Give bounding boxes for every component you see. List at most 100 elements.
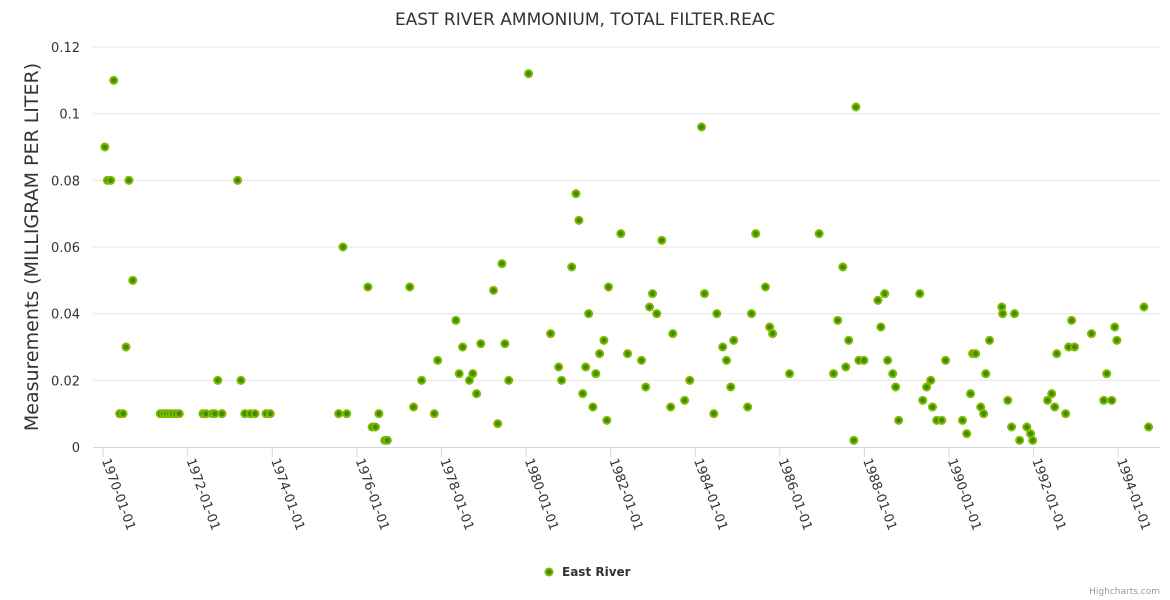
data-point[interactable] xyxy=(1070,342,1080,352)
data-point[interactable] xyxy=(958,415,968,425)
data-point[interactable] xyxy=(472,389,482,399)
data-point[interactable] xyxy=(746,309,756,319)
data-point[interactable] xyxy=(1144,422,1154,432)
data-point[interactable] xyxy=(1047,389,1057,399)
data-point[interactable] xyxy=(599,335,609,345)
data-point[interactable] xyxy=(971,349,981,359)
data-point[interactable] xyxy=(1050,402,1060,412)
data-point[interactable] xyxy=(641,382,651,392)
data-point[interactable] xyxy=(338,242,348,252)
data-point[interactable] xyxy=(1010,309,1020,319)
data-point[interactable] xyxy=(927,402,937,412)
data-point[interactable] xyxy=(128,275,138,285)
data-point[interactable] xyxy=(574,215,584,225)
data-point[interactable] xyxy=(1028,435,1038,445)
data-point[interactable] xyxy=(581,362,591,372)
data-point[interactable] xyxy=(1061,409,1071,419)
data-point[interactable] xyxy=(1107,395,1117,405)
data-point[interactable] xyxy=(500,339,510,349)
data-point[interactable] xyxy=(595,349,605,359)
data-point[interactable] xyxy=(557,375,567,385)
data-point[interactable] xyxy=(712,309,722,319)
data-point[interactable] xyxy=(174,409,184,419)
data-point[interactable] xyxy=(524,69,534,79)
data-point[interactable] xyxy=(382,435,392,445)
data-point[interactable] xyxy=(554,362,564,372)
data-point[interactable] xyxy=(729,335,739,345)
data-point[interactable] xyxy=(451,315,461,325)
data-point[interactable] xyxy=(210,409,220,419)
data-point[interactable] xyxy=(121,342,131,352)
data-point[interactable] xyxy=(849,435,859,445)
data-point[interactable] xyxy=(334,409,344,419)
data-point[interactable] xyxy=(648,289,658,299)
data-point[interactable] xyxy=(109,75,119,85)
data-point[interactable] xyxy=(743,402,753,412)
data-point[interactable] xyxy=(760,282,770,292)
data-point[interactable] xyxy=(588,402,598,412)
data-point[interactable] xyxy=(700,289,710,299)
data-point[interactable] xyxy=(941,355,951,365)
data-point[interactable] xyxy=(374,409,384,419)
data-point[interactable] xyxy=(342,409,352,419)
data-point[interactable] xyxy=(726,382,736,392)
data-point[interactable] xyxy=(433,355,443,365)
data-point[interactable] xyxy=(851,102,861,112)
data-point[interactable] xyxy=(844,335,854,345)
data-point[interactable] xyxy=(265,409,275,419)
data-point[interactable] xyxy=(1007,422,1017,432)
data-point[interactable] xyxy=(1086,329,1096,339)
data-point[interactable] xyxy=(979,409,989,419)
data-point[interactable] xyxy=(668,329,678,339)
data-point[interactable] xyxy=(1015,435,1025,445)
data-point[interactable] xyxy=(1110,322,1120,332)
data-point[interactable] xyxy=(602,415,612,425)
data-point[interactable] xyxy=(1022,422,1032,432)
data-point[interactable] xyxy=(922,382,932,392)
data-point[interactable] xyxy=(962,429,972,439)
data-point[interactable] xyxy=(236,375,246,385)
data-point[interactable] xyxy=(838,262,848,272)
data-point[interactable] xyxy=(405,282,415,292)
data-point[interactable] xyxy=(1102,369,1112,379)
data-point[interactable] xyxy=(883,355,893,365)
data-point[interactable] xyxy=(458,342,468,352)
series-east-river[interactable] xyxy=(100,69,1154,445)
data-point[interactable] xyxy=(429,409,439,419)
data-point[interactable] xyxy=(833,315,843,325)
data-point[interactable] xyxy=(493,419,503,429)
data-point[interactable] xyxy=(623,349,633,359)
data-point[interactable] xyxy=(106,175,116,185)
data-point[interactable] xyxy=(233,175,243,185)
data-point[interactable] xyxy=(1052,349,1062,359)
data-point[interactable] xyxy=(578,389,588,399)
data-point[interactable] xyxy=(371,422,381,432)
legend-item-east-river[interactable]: East River xyxy=(544,565,631,579)
data-point[interactable] xyxy=(859,355,869,365)
data-point[interactable] xyxy=(464,375,474,385)
data-point[interactable] xyxy=(417,375,427,385)
data-point[interactable] xyxy=(697,122,707,132)
data-point[interactable] xyxy=(918,395,928,405)
data-point[interactable] xyxy=(504,375,514,385)
data-point[interactable] xyxy=(454,369,464,379)
data-point[interactable] xyxy=(709,409,719,419)
data-point[interactable] xyxy=(546,329,556,339)
data-point[interactable] xyxy=(926,375,936,385)
data-point[interactable] xyxy=(1043,395,1053,405)
data-point[interactable] xyxy=(666,402,676,412)
data-point[interactable] xyxy=(1067,315,1077,325)
data-point[interactable] xyxy=(937,415,947,425)
data-point[interactable] xyxy=(880,289,890,299)
data-point[interactable] xyxy=(768,329,778,339)
data-point[interactable] xyxy=(680,395,690,405)
data-point[interactable] xyxy=(363,282,373,292)
data-point[interactable] xyxy=(1139,302,1149,312)
data-point[interactable] xyxy=(118,409,128,419)
data-point[interactable] xyxy=(637,355,647,365)
data-point[interactable] xyxy=(616,229,626,239)
data-point[interactable] xyxy=(894,415,904,425)
data-point[interactable] xyxy=(591,369,601,379)
data-point[interactable] xyxy=(785,369,795,379)
data-point[interactable] xyxy=(891,382,901,392)
